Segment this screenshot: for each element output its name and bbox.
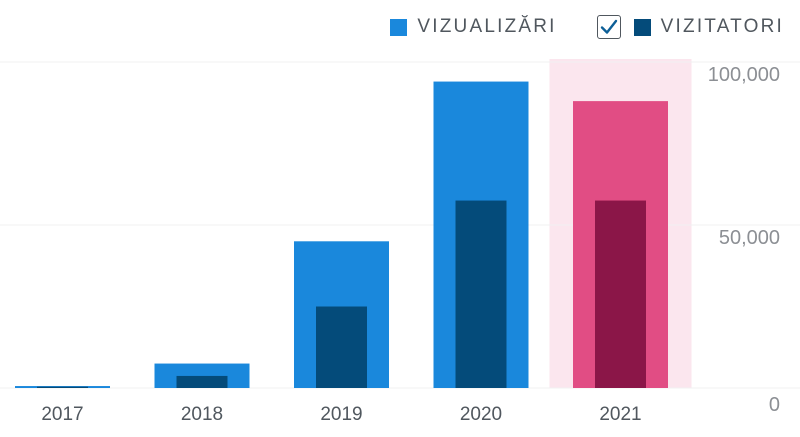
bar-visitors-2019 — [316, 306, 367, 388]
x-tick-label-2018: 2018 — [181, 404, 223, 425]
chart-legend: VIZUALIZĂRI VIZITATORI — [350, 12, 784, 42]
bar-visitors-2017 — [37, 386, 88, 388]
legend-swatch-views — [390, 18, 408, 36]
legend-item-views: VIZUALIZĂRI — [390, 16, 556, 38]
x-tick-label-2020: 2020 — [460, 404, 502, 425]
y-tick-label-1: 50,000 — [719, 227, 780, 249]
y-tick-label-2: 100,000 — [708, 64, 780, 86]
x-tick-label-2021: 2021 — [599, 404, 641, 425]
y-tick-label-0: 0 — [769, 394, 780, 416]
bar-visitors-2021 — [595, 200, 646, 388]
legend-swatch-visitors — [633, 18, 651, 36]
legend-item-visitors[interactable]: VIZITATORI — [596, 15, 784, 39]
bar-visitors-2018 — [176, 375, 228, 388]
visitors-toggle-checkbox[interactable] — [596, 15, 621, 39]
x-tick-label-2017: 2017 — [41, 404, 83, 425]
legend-label-views: VIZUALIZĂRI — [417, 16, 557, 37]
bar-visitors-2020 — [455, 200, 507, 388]
checkmark-icon — [600, 19, 617, 34]
legend-label-visitors: VIZITATORI — [660, 16, 784, 37]
x-tick-label-2019: 2019 — [320, 404, 362, 425]
